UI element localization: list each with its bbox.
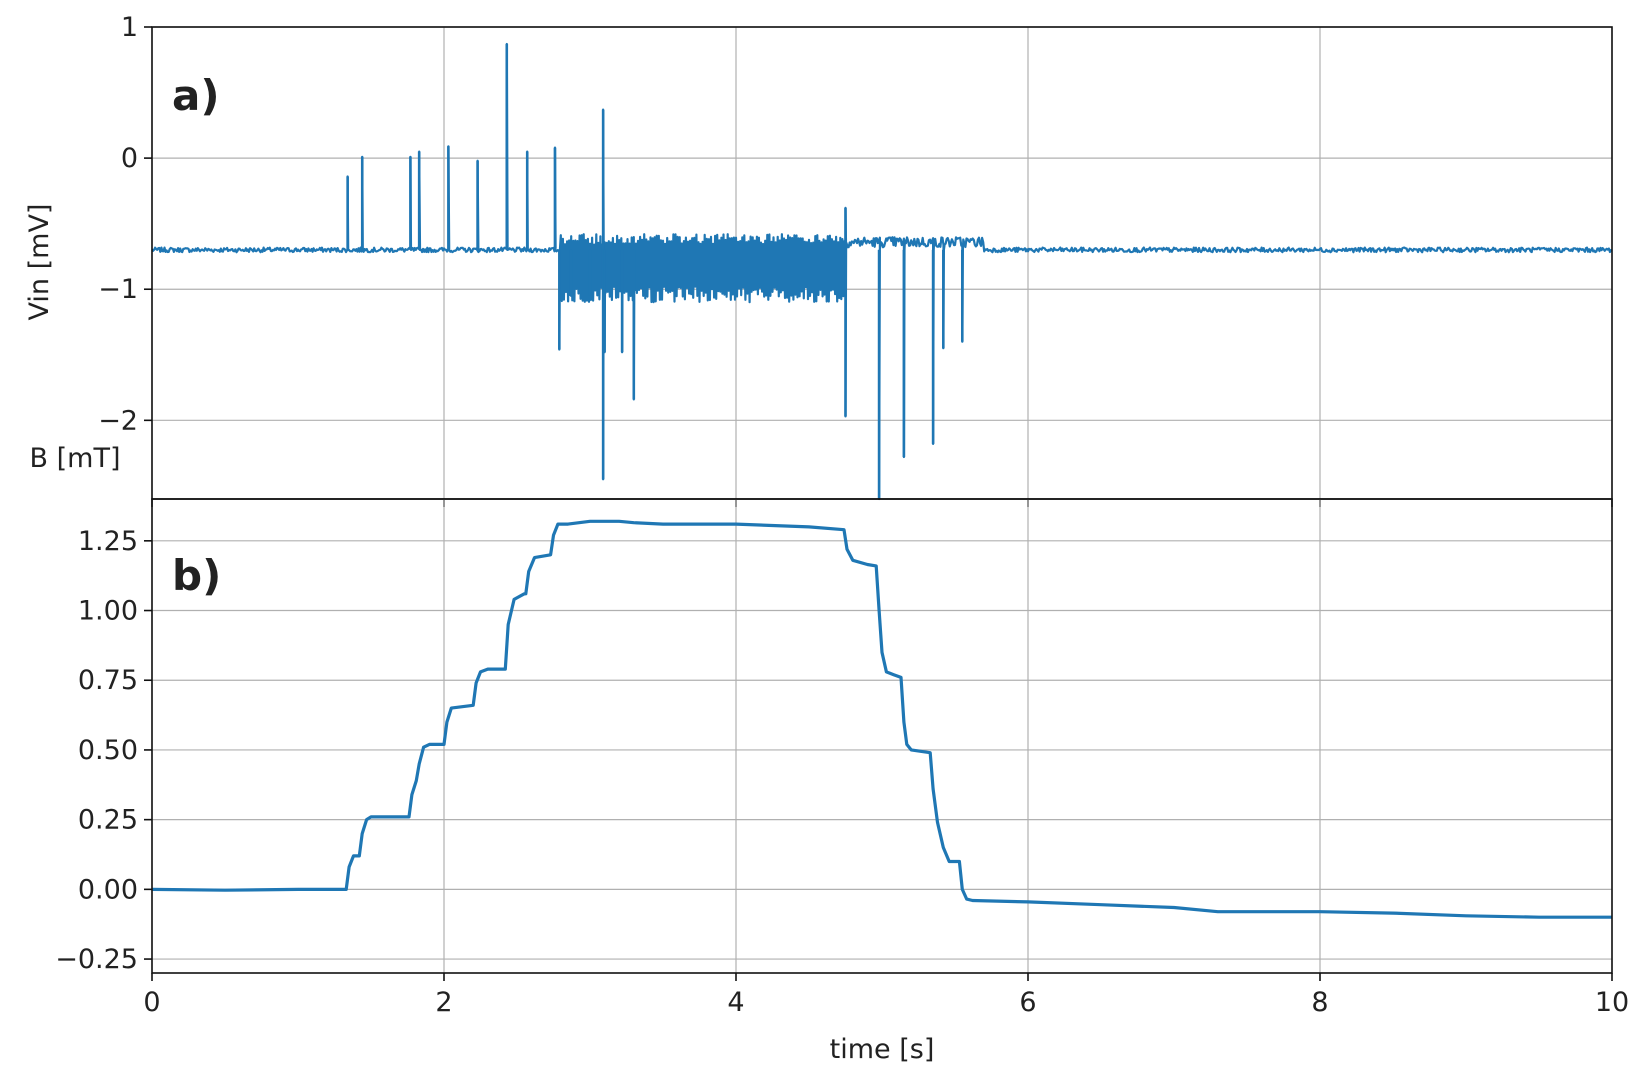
- x-tick-label: 2: [435, 987, 452, 1018]
- x-tick-label: 10: [1595, 987, 1629, 1018]
- panel-a: 1 0 −1 −2 Vin [mV] a): [24, 12, 1613, 507]
- x-axis-label: time [s]: [830, 1034, 935, 1065]
- panel-label: b): [172, 551, 221, 600]
- x-tick-label: 8: [1311, 987, 1328, 1018]
- y-tick-label: 1.25: [78, 526, 138, 557]
- panel-label: a): [172, 71, 220, 120]
- y-tick-label: −2: [98, 405, 138, 436]
- y-tick-label: 0.25: [78, 805, 138, 836]
- y-tick-label: 0: [121, 143, 138, 174]
- y-tick-label: −1: [98, 274, 138, 305]
- y-tick-label: 1.00: [78, 596, 138, 627]
- axes-frame: [151, 498, 1613, 974]
- y-axis-label: B [mT]: [30, 443, 121, 474]
- series-line-b: [151, 519, 1612, 919]
- series-line-vin: [151, 42, 1613, 501]
- y-tick-label: 0.50: [78, 735, 138, 766]
- x-tick-label: 0: [143, 987, 160, 1018]
- y-tick-label: 1: [121, 12, 138, 43]
- x-tick-label: 4: [727, 987, 744, 1018]
- x-tick-label: 6: [1019, 987, 1036, 1018]
- y-tick-label: 0.75: [78, 665, 138, 696]
- axes-frame: [151, 26, 1613, 500]
- panel-b: 1.25 1.00 0.75 0.50 0.25 0.00 −0.250 2 4 6 8 10 B [m…: [30, 443, 1630, 1065]
- y-tick-label: 0.00: [78, 874, 138, 905]
- y-axis-label: Vin [mV]: [24, 204, 55, 321]
- y-tick-label: −0.25: [55, 944, 138, 975]
